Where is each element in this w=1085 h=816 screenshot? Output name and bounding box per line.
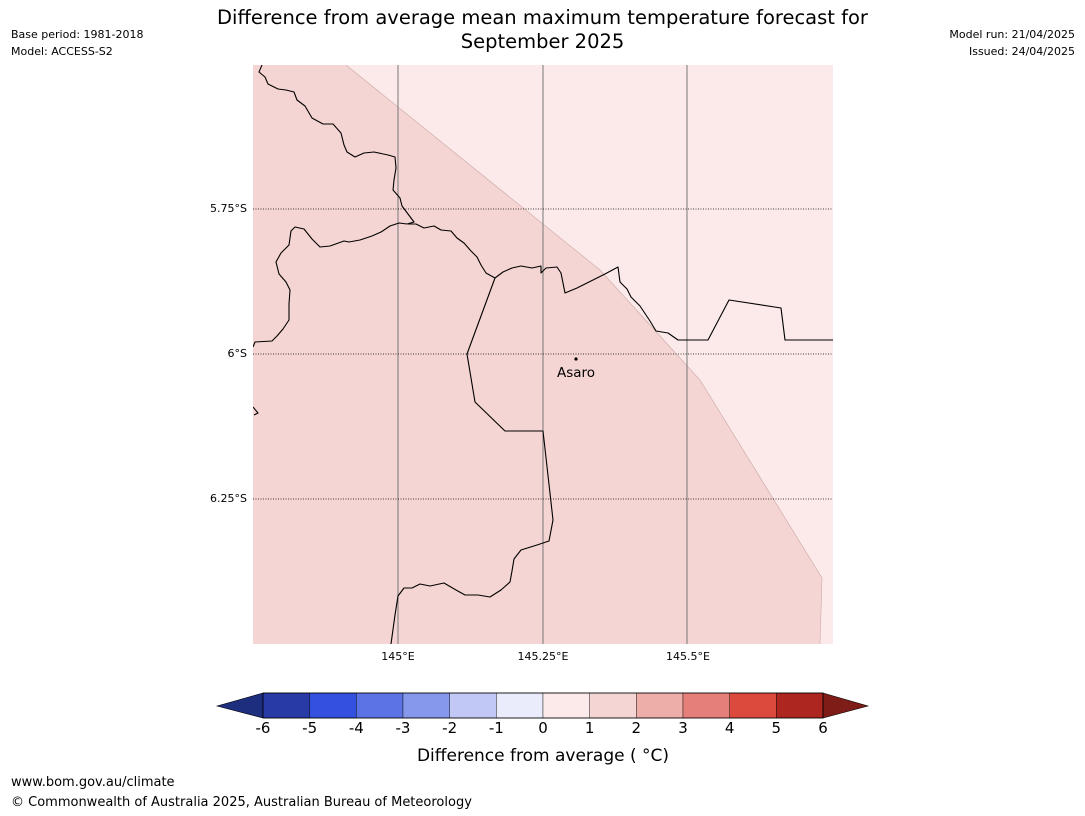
province-boundaries: [253, 65, 833, 644]
place-label-asaro: Asaro: [557, 365, 596, 381]
colorbar-cell: [402, 692, 450, 719]
model-text: Model: ACCESS-S2: [11, 45, 113, 58]
colorbar-tick-label: 5: [771, 719, 782, 737]
colorbar-cells: [262, 692, 824, 719]
header-left-meta: Base period: 1981-2018 Model: ACCESS-S2: [11, 26, 143, 60]
lat-label-6-25S: 6.25°S: [210, 492, 247, 505]
colorbar-cell: [729, 692, 777, 719]
lon-label-145-5E: 145.5°E: [666, 650, 710, 663]
colorbar: [215, 692, 870, 719]
colorbar-cell: [309, 692, 357, 719]
page-title: Difference from average mean maximum tem…: [150, 6, 935, 54]
colorbar-cell: [542, 692, 590, 719]
colorbar-tick-label: 1: [584, 719, 595, 737]
title-line-2: September 2025: [460, 30, 625, 53]
colorbar-tick-label: 6: [818, 719, 828, 737]
title-line-1: Difference from average mean maximum tem…: [217, 6, 868, 29]
colorbar-tick-label: -6: [255, 719, 271, 737]
colorbar-cell: [356, 692, 404, 719]
lat-label-6S: 6°S: [227, 347, 247, 360]
colorbar-cell: [682, 692, 730, 719]
colorbar-extend-high: [822, 692, 870, 719]
asaro-marker: [574, 357, 578, 361]
lat-label-5-75S: 5.75°S: [210, 202, 247, 215]
base-period-text: Base period: 1981-2018: [11, 28, 144, 41]
colorbar-tick-label: 3: [678, 719, 688, 737]
colorbar-tick-label: 2: [631, 719, 642, 737]
lon-label-145E: 145°E: [381, 650, 415, 663]
colorbar-axis-label: Difference from average ( °C): [416, 746, 670, 766]
colorbar-tick-label: 4: [724, 719, 735, 737]
colorbar-tick-label: 0: [538, 719, 548, 737]
colorbar-extend-low: [215, 692, 264, 719]
map-area: [253, 65, 833, 644]
colorbar-cell: [496, 692, 544, 719]
colorbar-tick-label: -2: [442, 719, 458, 737]
colorbar-tick-label: -4: [348, 719, 364, 737]
colorbar-cell: [776, 692, 824, 719]
footer-url: www.bom.gov.au/climate: [11, 775, 175, 790]
anomaly-band-1-to-2: [253, 65, 822, 644]
header-right-meta: Model run: 21/04/2025 Issued: 24/04/2025: [949, 26, 1075, 60]
contour-edge: [345, 65, 823, 644]
colorbar-cell: [636, 692, 684, 719]
lon-label-145-25E: 145.25°E: [517, 650, 569, 663]
colorbar-tick-label: -1: [488, 719, 504, 737]
longitude-gridlines: [397, 65, 688, 644]
latitude-gridlines: [253, 208, 833, 500]
colorbar-cell: [589, 692, 637, 719]
colorbar-frame: [262, 692, 824, 719]
issued-text: Issued: 24/04/2025: [968, 45, 1075, 58]
colorbar-tick-label: -5: [302, 719, 318, 737]
colorbar-tick-label: -3: [395, 719, 411, 737]
colorbar-cell: [262, 692, 310, 719]
colorbar-cell: [449, 692, 497, 719]
footer-copyright: © Commonwealth of Australia 2025, Austra…: [11, 795, 472, 810]
model-run-text: Model run: 21/04/2025: [949, 28, 1075, 41]
